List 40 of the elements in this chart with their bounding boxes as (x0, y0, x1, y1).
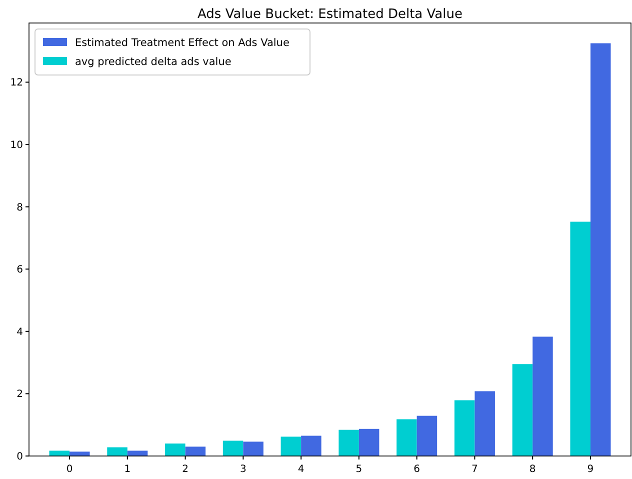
legend-label: avg predicted delta ads value (75, 56, 232, 68)
x-tick-label: 5 (356, 464, 362, 475)
bar (222, 440, 244, 456)
chart-title: Ads Value Bucket: Estimated Delta Value (198, 7, 462, 22)
bar (243, 442, 264, 456)
bar (127, 450, 148, 456)
x-tick-label: 6 (414, 464, 420, 475)
y-tick-label: 10 (10, 140, 23, 151)
legend-label: Estimated Treatment Effect on Ads Value (75, 37, 290, 49)
bar (107, 447, 128, 456)
bar (280, 436, 302, 456)
bar (474, 391, 495, 456)
bar (396, 419, 417, 456)
x-tick-label: 3 (240, 464, 246, 475)
bar (301, 436, 322, 456)
x-tick-label: 4 (298, 464, 304, 475)
y-tick-label: 8 (16, 202, 23, 214)
bar (70, 452, 90, 456)
y-tick-label: 0 (16, 452, 23, 462)
bar (416, 416, 438, 456)
bar (570, 222, 590, 456)
bar (49, 450, 70, 456)
x-tick-label: 8 (529, 464, 536, 475)
x-tick-label: 2 (182, 464, 188, 475)
x-tick-label: 7 (472, 464, 478, 475)
x-tick-label: 0 (66, 464, 73, 475)
bar (165, 444, 186, 456)
bar (358, 428, 380, 456)
y-tick-label: 6 (16, 264, 23, 276)
bar (454, 400, 475, 456)
bar (185, 446, 206, 456)
y-tick-label: 4 (16, 326, 23, 338)
bar (338, 430, 359, 456)
y-tick-label: 2 (16, 389, 23, 400)
bar (590, 43, 611, 456)
bar (512, 364, 533, 456)
y-tick-label: 12 (10, 78, 23, 89)
x-tick-label: 9 (587, 464, 594, 475)
bar (532, 336, 553, 456)
x-tick-label: 1 (124, 464, 131, 475)
